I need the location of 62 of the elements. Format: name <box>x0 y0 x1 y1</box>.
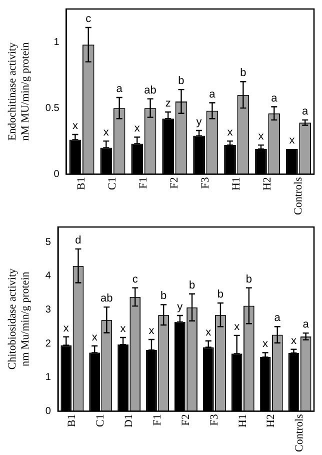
y-tick-label: 5 <box>45 236 52 248</box>
y-tick-label: 1 <box>54 36 60 48</box>
data-label: a <box>209 88 216 100</box>
y-axis-title: Endochitinase activity nM MU/min/g protein <box>6 42 32 141</box>
data-label: x <box>258 130 264 143</box>
y-tick-label: 3 <box>45 304 52 316</box>
data-label: a <box>302 318 310 331</box>
y-tick-label: 0.5 <box>45 102 60 114</box>
x-tick-label: F3 <box>200 176 212 189</box>
x-tick-label: B1 <box>76 177 88 190</box>
x-tick-label: F3 <box>208 414 220 426</box>
data-label: ab <box>100 292 113 305</box>
y-tick-label: 4 <box>45 270 52 282</box>
data-label: a <box>274 312 282 324</box>
data-label: c <box>132 273 138 286</box>
data-label: x <box>290 334 297 347</box>
data-label: a <box>116 83 124 96</box>
data-label: d <box>75 234 82 246</box>
data-label: x <box>63 322 70 334</box>
y-axis-title: Chitobiosidase activity nm Mu/min/g protein <box>6 268 32 370</box>
data-label: b <box>160 290 167 302</box>
data-label: ab <box>144 84 156 96</box>
data-label: x <box>234 320 240 333</box>
x-tick-label: F2 <box>180 414 192 426</box>
data-label: x <box>206 326 212 338</box>
x-tick-label: F1 <box>138 177 150 189</box>
data-label: z <box>165 98 171 110</box>
data-label: x <box>72 120 78 132</box>
x-tick-label: F2 <box>168 177 181 189</box>
data-label: x <box>262 338 269 350</box>
data-label: y <box>196 116 202 128</box>
data-label: c <box>86 13 92 26</box>
x-tick-label: D1 <box>122 414 135 428</box>
data-label: x <box>148 325 155 338</box>
data-label: x <box>103 126 110 139</box>
x-tick-label: C1 <box>106 177 119 190</box>
y-tick-label: 0 <box>54 168 60 180</box>
data-label: y <box>177 301 184 314</box>
data-label: b <box>188 279 196 292</box>
data-label: b <box>246 273 252 286</box>
x-tick-label: Controls <box>292 177 304 216</box>
data-label: x <box>289 134 296 147</box>
data-label: a <box>302 105 310 118</box>
y-tick-label: 0 <box>45 406 52 417</box>
x-tick-label: H1 <box>236 414 249 428</box>
x-tick-label: Controls <box>294 414 306 452</box>
x-tick-label: F1 <box>151 414 164 426</box>
x-tick-label: C1 <box>94 414 107 427</box>
data-label: a <box>271 92 278 104</box>
x-tick-label: B1 <box>66 414 78 427</box>
y-tick-label: 1 <box>45 372 52 384</box>
y-tick-label: 2 <box>45 338 52 350</box>
data-label: b <box>240 67 246 80</box>
data-label: x <box>134 122 140 135</box>
data-label: x <box>92 331 98 344</box>
data-label: b <box>178 75 184 88</box>
x-tick-label: H2 <box>261 177 274 191</box>
data-label: x <box>227 126 234 139</box>
x-tick-label: H2 <box>265 414 278 428</box>
data-label: b <box>217 288 224 301</box>
x-tick-label: H1 <box>230 177 242 191</box>
data-label: x <box>120 322 126 335</box>
